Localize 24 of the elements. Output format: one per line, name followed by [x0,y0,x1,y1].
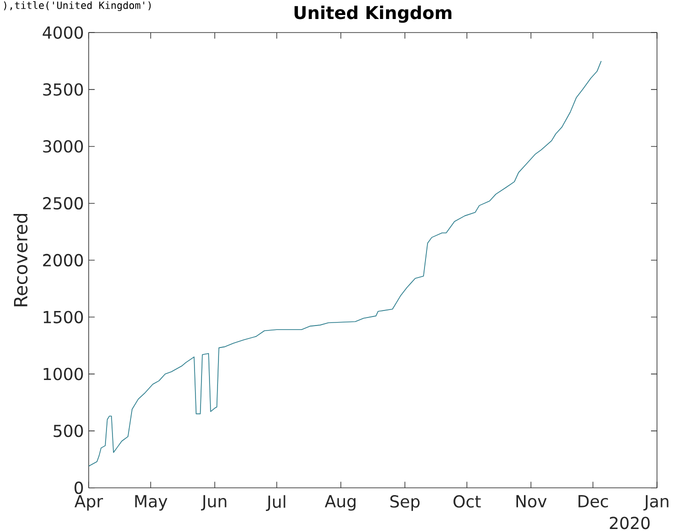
y-tick-label: 1000 [44,368,83,380]
y-tick-label: 2500 [43,197,83,210]
y-tick-label: 3000 [43,140,83,153]
x-tick-label: May [135,495,168,511]
x-tick-label: Oct [454,495,481,508]
x-tick-label: Apr [74,495,104,511]
chart-title: United Kingdom [294,6,452,23]
y-tick-label: 3500 [43,83,83,96]
x-tick-label: Dec [578,495,608,508]
text: ),title('United Kingdom') [4,1,151,12]
text: 2020 [610,516,650,530]
x-tick-label: Jun [200,495,226,511]
line-series [88,60,602,467]
x-tick-label: Aug [324,495,356,511]
y-axis-title: Recovered [13,214,28,306]
y-tick-label: 1500 [44,310,83,324]
y-tick-label: 4000 [42,26,83,39]
y-tick-label: 2000 [43,254,83,266]
x-tick-label: Sep [390,495,420,511]
y-tick-label: 500 [54,424,83,438]
x-tick-label: Jan [643,495,668,511]
y-tick-label: 0 [74,482,83,494]
x-tick-label: Jul [266,495,286,512]
x-tick-label: Nov [516,495,547,508]
